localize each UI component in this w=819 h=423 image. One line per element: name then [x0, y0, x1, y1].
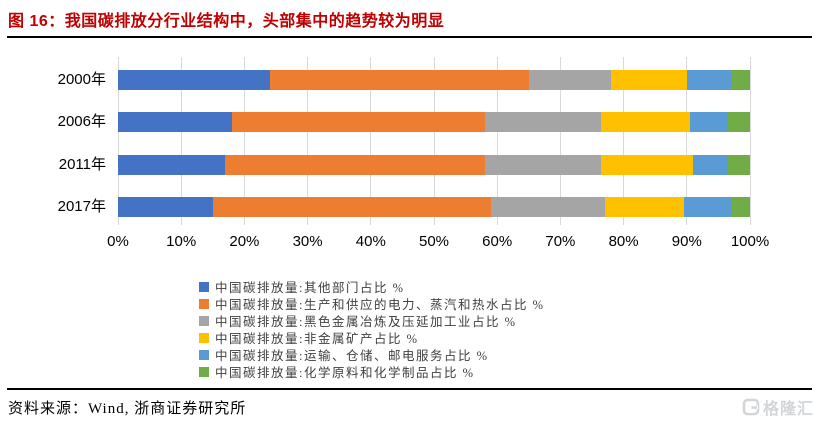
plot-area [117, 57, 751, 225]
legend-item: 中国碳排放量:运输、仓储、邮电服务占比 % [199, 346, 545, 363]
legend-swatch-icon [199, 315, 209, 326]
bar-segment [225, 154, 485, 175]
x-tick-label: 70% [545, 233, 576, 250]
x-tick-label: 30% [292, 233, 323, 250]
legend-label: 中国碳排放量:生产和供应的电力、蒸汽和热水占比 % [215, 298, 545, 312]
stacked-bar-2011年 [118, 154, 750, 175]
legend-item: 中国碳排放量:非金属矿产占比 % [199, 329, 545, 346]
legend-swatch-icon [199, 332, 209, 343]
bar-segment [731, 70, 750, 90]
bar-segment [484, 112, 602, 133]
x-tick-label: 40% [355, 233, 386, 250]
gridline [559, 57, 561, 225]
gridline [370, 57, 372, 225]
legend-swatch-icon [199, 366, 209, 377]
bar-segment [683, 196, 732, 217]
bar-segment [727, 154, 750, 175]
legend-swatch-icon [199, 298, 209, 309]
bar-segment [118, 112, 232, 133]
bar-segment [484, 154, 602, 175]
y-tick-label: 2006年 [57, 113, 106, 131]
bar-segment [610, 70, 687, 90]
bar-segment [686, 70, 731, 90]
stacked-bar-2006年 [118, 112, 750, 133]
gelonghui-logo-icon [742, 398, 760, 416]
legend-label: 中国碳排放量:运输、仓储、邮电服务占比 % [215, 349, 489, 363]
gridline [307, 57, 309, 225]
x-tick-label: 50% [418, 233, 450, 250]
x-tick-label: 90% [671, 233, 702, 250]
gridline [749, 57, 751, 225]
bar-segment [601, 112, 690, 133]
bar-segment [604, 196, 684, 217]
x-tick-label: 100% [730, 233, 770, 250]
bar-segment [118, 70, 270, 90]
bar-segment [689, 112, 728, 133]
legend-label: 中国碳排放量:其他部门占比 % [215, 281, 405, 295]
bar-segment [528, 70, 611, 90]
bar-segment [731, 196, 750, 217]
legend-swatch-icon [199, 349, 209, 360]
gridline [243, 57, 245, 225]
stacked-bar-2000年 [118, 70, 750, 90]
bar-segment [269, 70, 529, 90]
y-tick-label: 2017年 [57, 197, 106, 215]
x-axis: 0% 10% 20% 30% 40% 50% 60% 70% 80% 90% 100% [107, 233, 769, 251]
bar-segment [231, 112, 485, 133]
x-tick-label: 80% [608, 233, 639, 250]
x-tick-label: 10% [166, 233, 197, 250]
gridline [180, 57, 182, 225]
bar-segment [693, 154, 728, 175]
y-tick-label: 2011年 [58, 155, 106, 173]
x-tick-label: 0% [107, 233, 129, 250]
figure-title: 图 16：我国碳排放分行业结构中，头部集中的趋势较为明显 [8, 13, 445, 30]
legend-label: 中国碳排放量:黑色金属冶炼及压延加工业占比 % [215, 315, 517, 329]
bottom-rule [7, 388, 812, 390]
legend-item: 中国碳排放量:生产和供应的电力、蒸汽和热水占比 % [199, 295, 545, 312]
legend-item: 中国碳排放量:黑色金属冶炼及压延加工业占比 % [199, 312, 545, 329]
gridline [686, 57, 688, 225]
legend-item: 中国碳排放量:化学原料和化学制品占比 % [199, 363, 545, 380]
y-axis: 2000年 2006年 2011年 2017年 [0, 57, 106, 225]
bar-segment [727, 112, 750, 133]
gelonghui-logo-text: 格隆汇 [762, 401, 814, 418]
x-tick-label: 20% [229, 233, 260, 250]
gridline [117, 57, 119, 225]
legend: 中国碳排放量:其他部门占比 % 中国碳排放量:生产和供应的电力、蒸汽和热水占比 %… [199, 278, 545, 380]
gelonghui-logo: 格隆汇 [742, 395, 814, 419]
legend-item: 中国碳排放量:其他部门占比 % [199, 278, 545, 295]
legend-label: 中国碳排放量:非金属矿产占比 % [215, 332, 419, 346]
gridline [496, 57, 498, 225]
gridline [433, 57, 435, 225]
x-tick-label: 60% [482, 233, 513, 250]
source-text: 资料来源：Wind, 浙商证券研究所 [8, 401, 247, 417]
top-rule [7, 36, 812, 38]
y-tick-label: 2000年 [57, 71, 106, 88]
stacked-bar-2017年 [118, 196, 750, 217]
bar-segment [118, 154, 226, 175]
legend-swatch-icon [199, 281, 209, 292]
bar-segment [490, 196, 605, 217]
legend-label: 中国碳排放量:化学原料和化学制品占比 % [215, 366, 475, 380]
bar-segment [601, 154, 694, 175]
bar-segment [212, 196, 491, 217]
gridline [623, 57, 625, 225]
bar-segment [118, 196, 213, 217]
